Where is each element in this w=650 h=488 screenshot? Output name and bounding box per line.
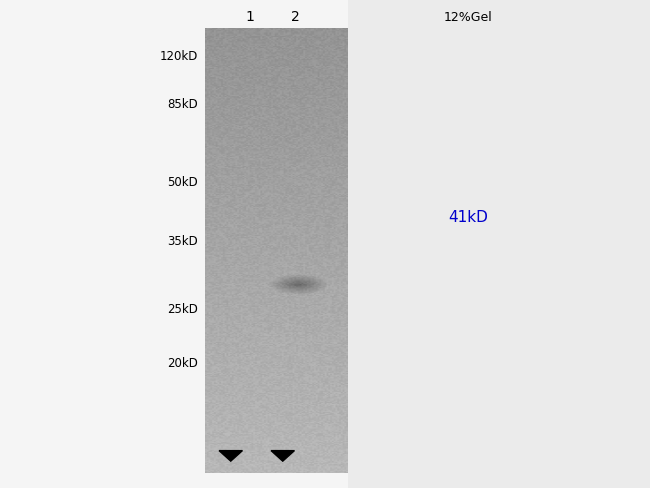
Text: 41kD: 41kD — [448, 210, 488, 224]
Bar — [348, 0, 650, 488]
Text: 25kD: 25kD — [168, 304, 198, 316]
Text: 2: 2 — [291, 10, 300, 24]
Polygon shape — [271, 450, 294, 461]
Text: 50kD: 50kD — [168, 177, 198, 189]
Text: 85kD: 85kD — [168, 99, 198, 111]
Text: 35kD: 35kD — [168, 235, 198, 248]
Text: 20kD: 20kD — [168, 357, 198, 370]
Polygon shape — [219, 450, 242, 461]
Text: 120kD: 120kD — [160, 50, 198, 62]
Text: 12%Gel: 12%Gel — [443, 11, 493, 23]
Text: 1: 1 — [246, 10, 255, 24]
